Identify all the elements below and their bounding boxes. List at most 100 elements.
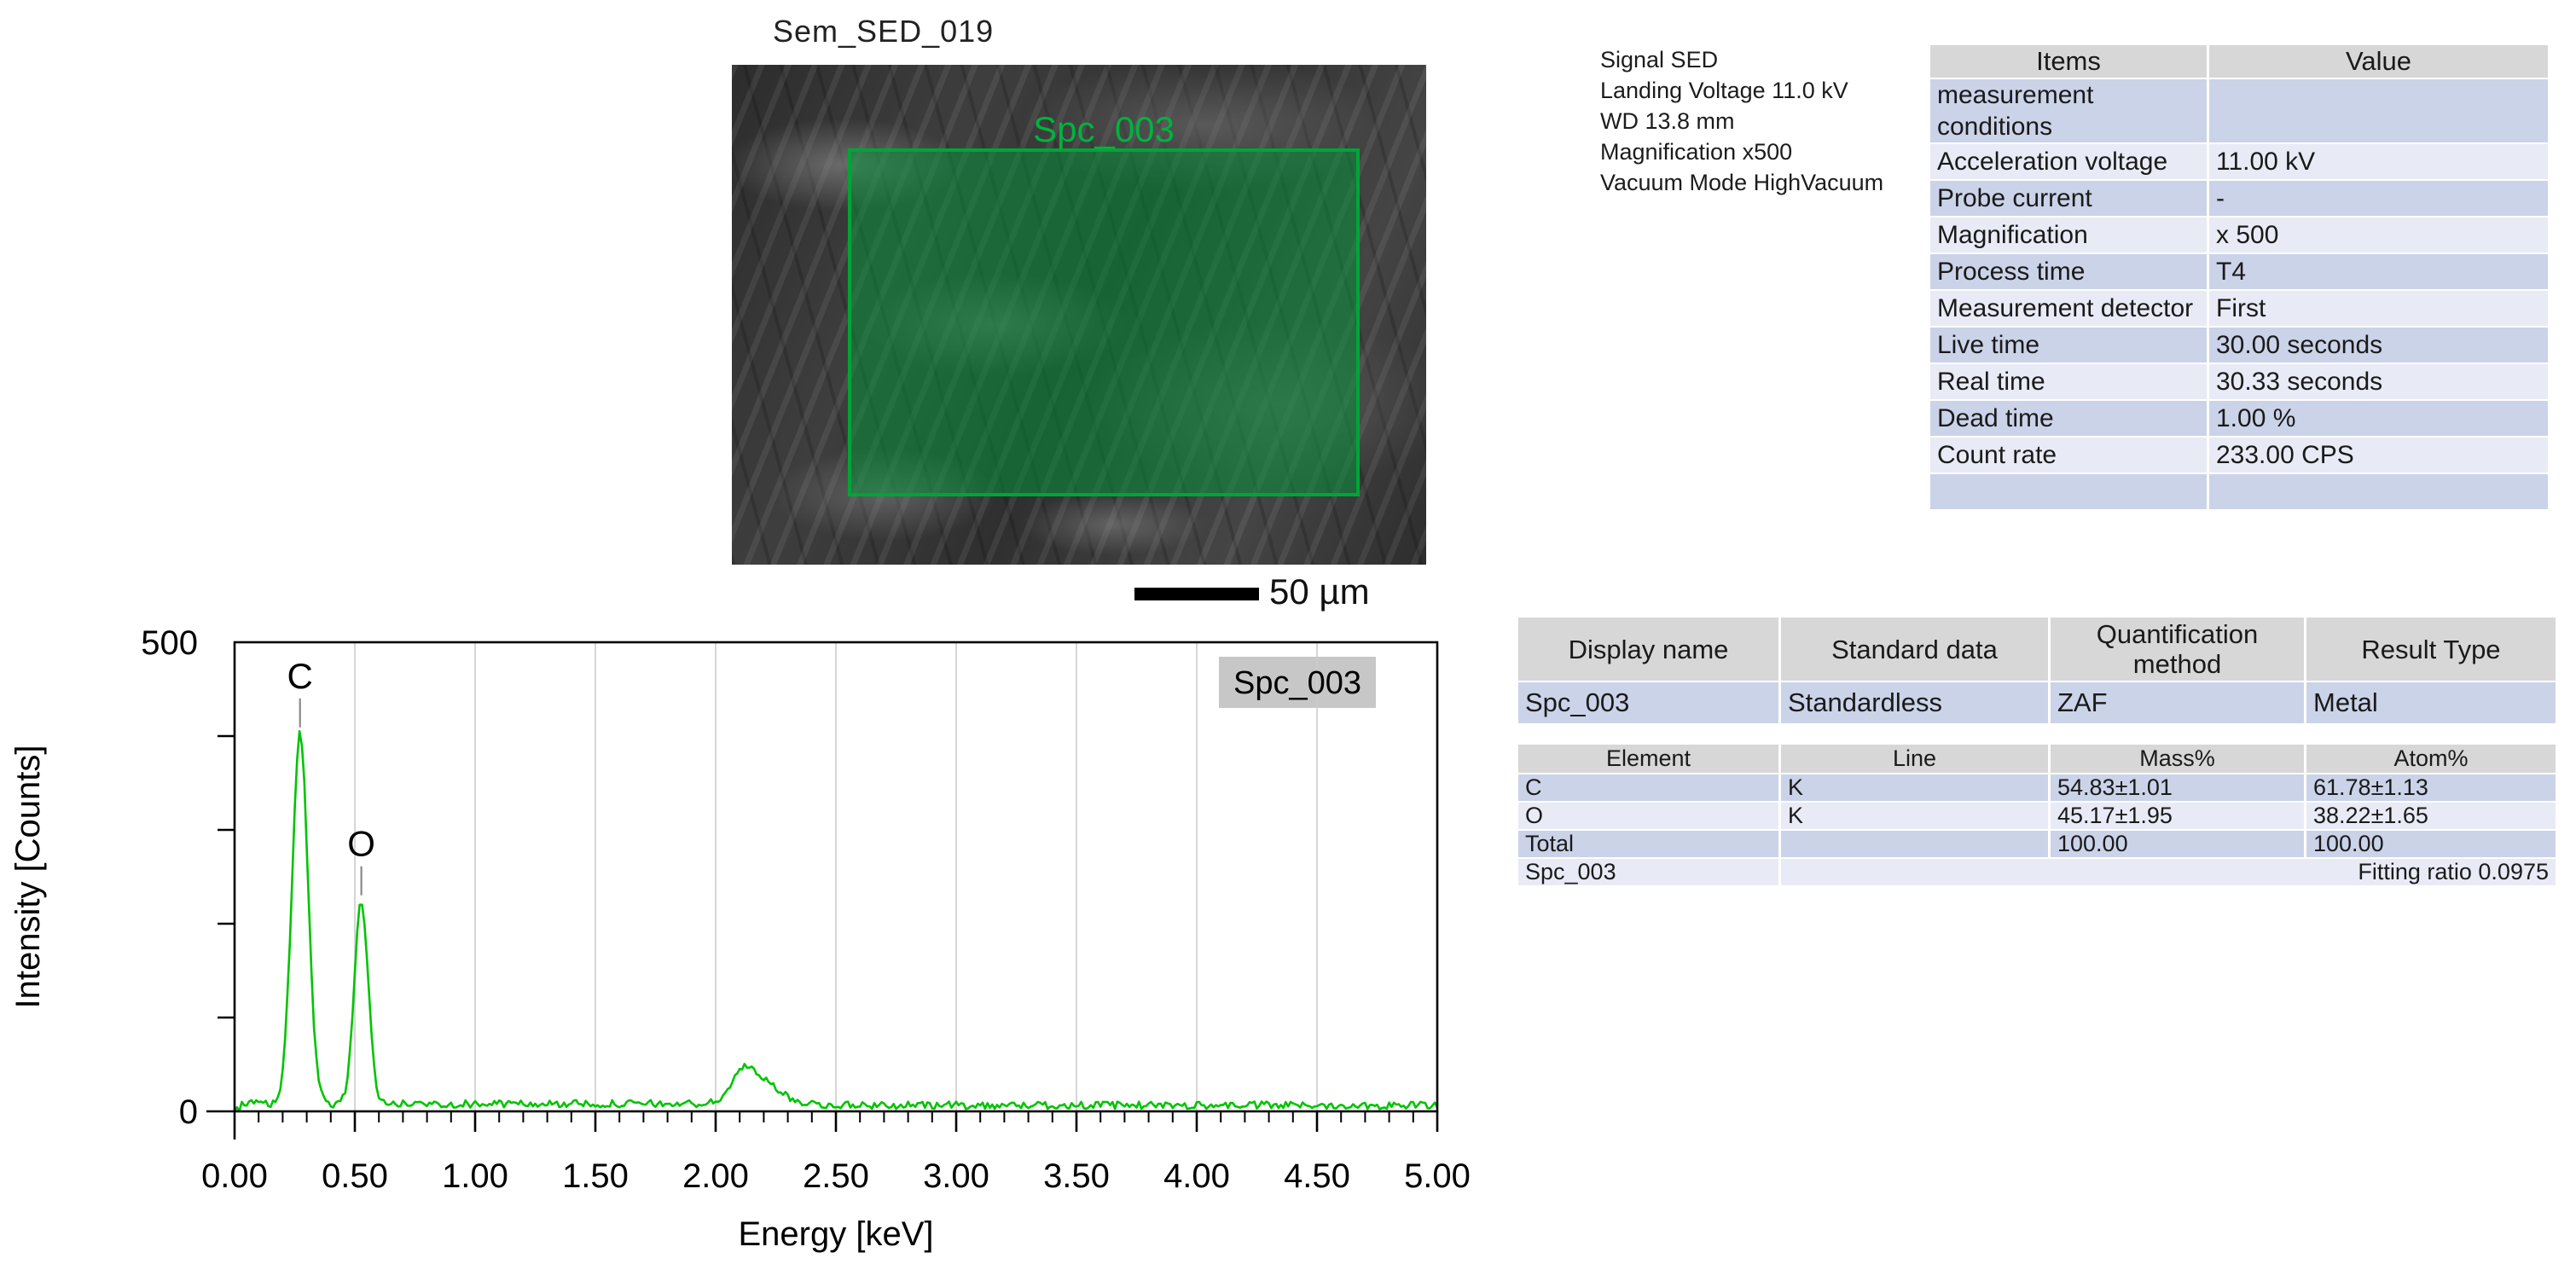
- table-row: C K 54.83±1.01 61.78±1.13: [1518, 774, 2556, 801]
- table-footer-row: Spc_003 Fitting ratio 0.0975: [1518, 859, 2556, 885]
- x-tick-label: 3.50: [1043, 1157, 1110, 1195]
- mass-cell: 54.83±1.01: [2051, 774, 2304, 801]
- value-cell: x 500: [2209, 217, 2548, 252]
- y-tick-label: 0: [179, 1093, 198, 1131]
- atom-cell: 61.78±1.13: [2306, 774, 2556, 801]
- value-cell: [2209, 474, 2548, 509]
- column-header: Line: [1781, 745, 2048, 773]
- legend-label: Spc_003: [1233, 665, 1361, 701]
- x-tick-label: 0.00: [201, 1157, 268, 1195]
- info-line: Magnification x500: [1600, 139, 1793, 165]
- item-cell: Live time: [1930, 328, 2207, 362]
- x-tick-label: 1.50: [562, 1157, 629, 1195]
- mass-cell: 100.00: [2051, 831, 2304, 857]
- item-cell: Count rate: [1930, 438, 2207, 473]
- column-header: Atom%: [2306, 745, 2556, 773]
- table-row: O K 45.17±1.95 38.22±1.65: [1518, 803, 2556, 829]
- column-header: Result Type: [2306, 618, 2556, 681]
- atom-cell: 38.22±1.65: [2306, 803, 2556, 829]
- fitting-ratio-cell: Fitting ratio 0.0975: [1781, 859, 2556, 885]
- item-cell: Dead time: [1930, 401, 2207, 436]
- item-cell: Measurement detector: [1930, 291, 2207, 326]
- table-row: Count rate 233.00 CPS: [1930, 438, 2548, 473]
- value-cell: 30.00 seconds: [2209, 328, 2548, 362]
- item-cell: [1930, 474, 2207, 509]
- peak-label-O: O: [347, 824, 375, 864]
- table-row: Measurement detector First: [1930, 291, 2548, 326]
- value-cell: -: [2209, 181, 2548, 216]
- spectrum-name-cell: Spc_003: [1518, 859, 1778, 885]
- info-line: Signal SED: [1600, 47, 1719, 72]
- x-tick-label: 4.00: [1163, 1157, 1230, 1195]
- table-row: Probe current -: [1930, 181, 2548, 216]
- value-cell: 233.00 CPS: [2209, 438, 2548, 473]
- atom-cell: 100.00: [2306, 831, 2556, 857]
- item-cell: measurement conditions: [1930, 79, 2207, 142]
- column-header: Value: [2209, 45, 2548, 78]
- table-row: Magnification x 500: [1930, 217, 2548, 252]
- roi-rectangle: Spc_003: [848, 109, 1360, 496]
- value-cell: First: [2209, 291, 2548, 326]
- column-header: Mass%: [2051, 745, 2304, 773]
- measurement-conditions-table: Items Value measurement conditions Accel…: [1928, 43, 2550, 511]
- item-cell: Acceleration voltage: [1930, 144, 2207, 179]
- cell: ZAF: [2051, 682, 2304, 723]
- value-cell: 11.00 kV: [2209, 144, 2548, 179]
- y-axis-title: Intensity [Counts]: [9, 745, 47, 1008]
- element-cell: Total: [1518, 831, 1778, 857]
- cell: Spc_003: [1518, 682, 1778, 723]
- info-line: Vacuum Mode HighVacuum: [1600, 170, 1884, 195]
- sem-image: Spc_003: [732, 65, 1426, 565]
- table-row: Process time T4: [1930, 254, 2548, 289]
- element-cell: C: [1518, 774, 1778, 801]
- item-cell: Magnification: [1930, 217, 2207, 252]
- info-line: Landing Voltage 11.0 kV: [1600, 78, 1848, 103]
- x-tick-label: 2.50: [803, 1157, 869, 1195]
- table-row: Real time 30.33 seconds: [1930, 364, 2548, 399]
- table-row: Live time 30.00 seconds: [1930, 328, 2548, 362]
- column-header: Display name: [1518, 618, 1778, 681]
- cell: Metal: [2306, 682, 2556, 723]
- value-cell: [2209, 79, 2548, 142]
- value-cell: 1.00 %: [2209, 401, 2548, 436]
- value-cell: T4: [2209, 254, 2548, 289]
- element-cell: O: [1518, 803, 1778, 829]
- peak-label-C: C: [287, 656, 313, 696]
- table-header-row: Items Value: [1930, 45, 2548, 78]
- x-tick-label: 2.00: [682, 1157, 749, 1195]
- table-row: Dead time 1.00 %: [1930, 401, 2548, 436]
- scale-bar: [1134, 588, 1259, 600]
- mass-cell: 45.17±1.95: [2051, 803, 2304, 829]
- scale-bar-label: 50 µm: [1269, 571, 1370, 612]
- y-tick-label: 500: [141, 624, 198, 662]
- table-row: Total 100.00 100.00: [1518, 831, 2556, 857]
- table-row: Spc_003 Standardless ZAF Metal: [1518, 682, 2556, 723]
- roi-label: Spc_003: [1033, 109, 1175, 149]
- line-cell: K: [1781, 803, 2048, 829]
- x-tick-label: 0.50: [322, 1157, 388, 1195]
- item-cell: Real time: [1930, 364, 2207, 399]
- table-row: Acceleration voltage 11.00 kV: [1930, 144, 2548, 179]
- x-axis-title: Energy [keV]: [738, 1215, 933, 1253]
- table-header-row: Display name Standard data Quantificatio…: [1518, 618, 2556, 681]
- line-cell: [1781, 831, 2048, 857]
- item-cell: Process time: [1930, 254, 2207, 289]
- spectrum-curve: [233, 730, 1439, 1112]
- legend-box: [1219, 657, 1376, 708]
- quantification-summary-table: Display name Standard data Quantificatio…: [1516, 616, 2558, 725]
- x-tick-label: 5.00: [1404, 1157, 1471, 1195]
- element-results-table: Element Line Mass% Atom% C K 54.83±1.01 …: [1516, 743, 2558, 887]
- info-line: WD 13.8 mm: [1600, 108, 1735, 134]
- cell: Standardless: [1781, 682, 2048, 723]
- column-header: Items: [1930, 45, 2207, 78]
- column-header: Standard data: [1781, 618, 2048, 681]
- item-cell: Probe current: [1930, 181, 2207, 216]
- column-header: Quantification method: [2051, 618, 2304, 681]
- sem-image-title: Sem_SED_019: [773, 14, 995, 49]
- table-row: [1930, 474, 2548, 509]
- acquisition-info: Signal SED Landing Voltage 11.0 kV WD 13…: [1600, 44, 1883, 198]
- table-header-row: Element Line Mass% Atom%: [1518, 745, 2556, 773]
- x-tick-label: 4.50: [1284, 1157, 1350, 1195]
- table-row: measurement conditions: [1930, 79, 2548, 142]
- value-cell: 30.33 seconds: [2209, 364, 2548, 399]
